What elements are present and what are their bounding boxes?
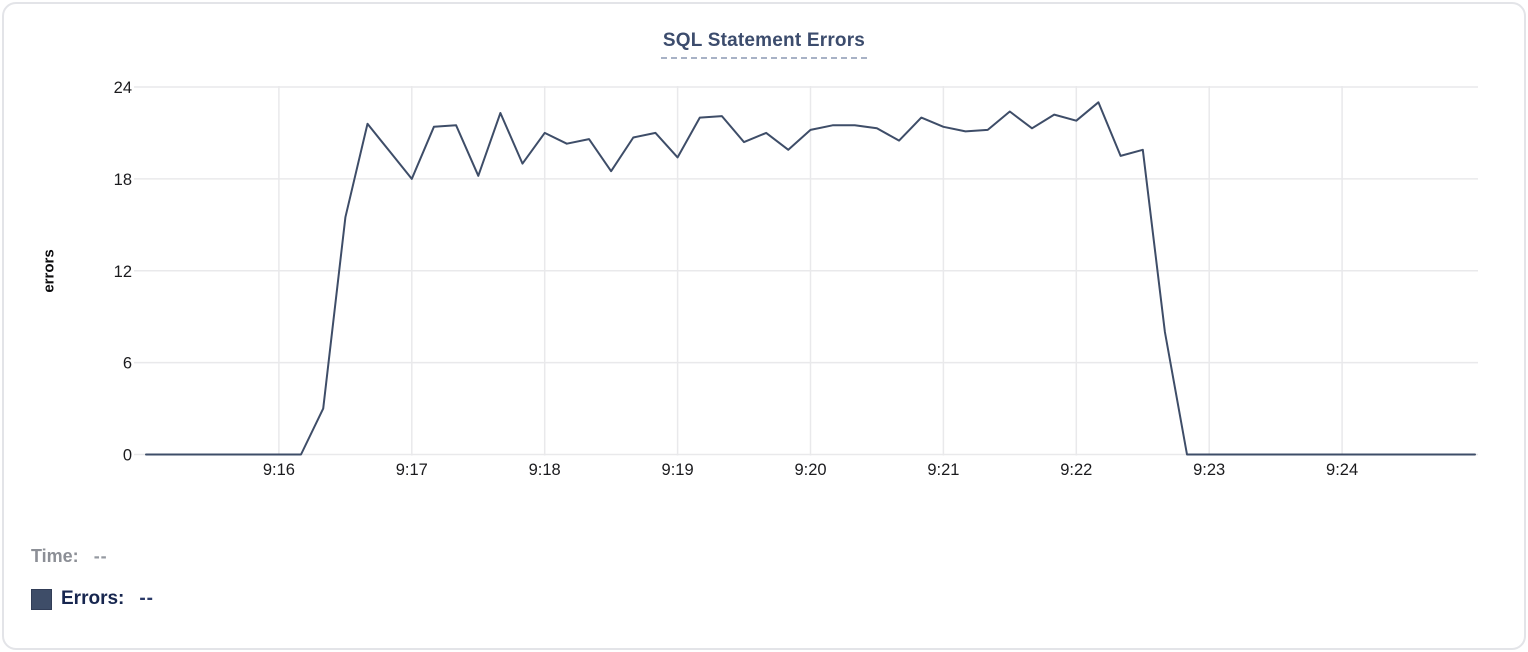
x-tick-label: 9:17 [396, 461, 428, 479]
y-tick-label: 6 [123, 355, 132, 373]
time-readout-row: Time: -- [31, 546, 154, 567]
x-tick-label: 9:16 [263, 461, 295, 479]
x-tick-label: 9:18 [529, 461, 561, 479]
y-tick-label: 0 [123, 447, 132, 465]
errors-line-chart[interactable]: 0 6 12 18 24 9:16 9:17 9:18 9:19 9:20 9:21 9:22 9:23… [4, 4, 1528, 504]
x-tick-label: 9:20 [794, 461, 826, 479]
errors-legend-row[interactable]: Errors: -- [31, 588, 154, 610]
y-tick-label: 18 [114, 171, 132, 189]
y-tick-label: 12 [114, 263, 132, 281]
errors-series-swatch [31, 588, 52, 610]
x-tick-label: 9:22 [1060, 461, 1092, 479]
chart-title-row: SQL Statement Errors [4, 30, 1524, 59]
time-readout-label: Time: [31, 546, 79, 566]
errors-readout-value: -- [139, 588, 155, 609]
time-readout-value: -- [93, 546, 108, 566]
chart-title[interactable]: SQL Statement Errors [660, 30, 868, 59]
x-tick-label: 9:21 [927, 461, 959, 479]
hover-readout-legend: Time: -- Errors: -- [31, 546, 154, 610]
y-tick-label: 24 [114, 79, 132, 97]
x-tick-label: 9:19 [662, 461, 694, 479]
errors-series-line [145, 101, 1476, 456]
x-tick-label: 9:24 [1326, 461, 1358, 479]
errors-readout-label: Errors: [61, 588, 125, 609]
x-tick-label: 9:23 [1193, 461, 1225, 479]
